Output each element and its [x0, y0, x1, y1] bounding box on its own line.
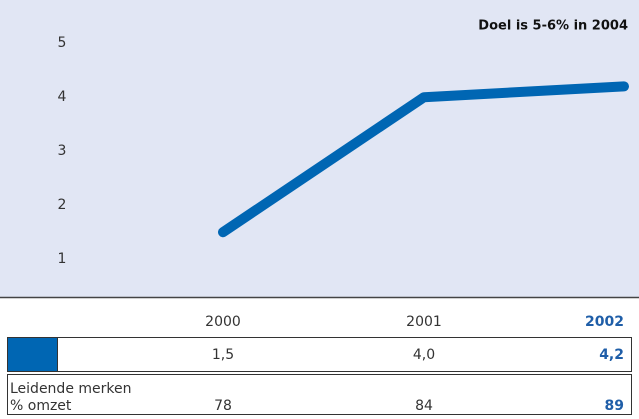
value-label: 4,0 — [413, 347, 435, 363]
table-value: 84 — [415, 398, 433, 414]
y-tick-label: 1 — [58, 251, 67, 267]
value-label: 1,5 — [212, 347, 234, 363]
x-tick-label: 2002 — [585, 314, 624, 330]
y-tick-label: 5 — [58, 35, 67, 51]
value-label: 4,2 — [599, 347, 624, 363]
plot-background — [0, 0, 639, 297]
table-row — [7, 374, 632, 415]
y-tick-label: 3 — [58, 143, 67, 159]
x-tick-label: 2000 — [205, 314, 241, 330]
y-tick-label: 4 — [58, 89, 67, 105]
row-label: Leidende merken — [10, 381, 131, 397]
table-value: 78 — [214, 398, 232, 414]
table-row — [7, 337, 632, 372]
line — [218, 81, 629, 238]
row-label: % omzet — [10, 398, 72, 414]
y-tick-label: 2 — [58, 197, 67, 213]
x-tick-label: 2001 — [406, 314, 442, 330]
table-value: 89 — [605, 398, 624, 414]
annotation: Doel is 5-6% in 2004 — [478, 19, 628, 34]
legend-swatch — [8, 338, 57, 371]
